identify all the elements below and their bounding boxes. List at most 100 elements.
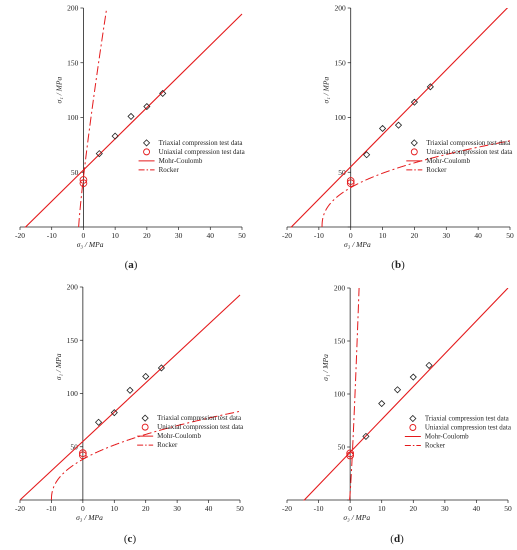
caption-letter: b <box>395 259 401 271</box>
mohr-coulomb-line <box>19 294 241 501</box>
x-tick-label: 20 <box>143 231 151 240</box>
triaxial-point <box>393 386 402 394</box>
legend-label: Triaxial compression test data <box>159 139 244 147</box>
caption-open: ( <box>124 533 128 545</box>
rocker-curve <box>50 410 241 500</box>
mohr-coulomb-line <box>290 8 509 228</box>
y-tick-label: 100 <box>67 389 79 398</box>
legend-label: Rocker <box>157 441 178 449</box>
legend-label: Rocker <box>159 166 180 174</box>
uniaxial-point <box>346 451 354 460</box>
x-axis-label: σ₃ / MPa <box>76 513 103 522</box>
y-axis-label: σ₁ / MPa <box>54 77 63 104</box>
caption-open: ( <box>390 533 394 545</box>
panel-caption: (b) <box>391 259 405 271</box>
x-tick-label: -20 <box>282 231 292 240</box>
x-tick-label: 10 <box>378 504 386 513</box>
legend-label: Uniaxial compression test data <box>157 423 244 431</box>
x-tick-label: -10 <box>46 504 56 513</box>
x-tick-label: 0 <box>82 231 86 240</box>
triaxial-point <box>157 364 165 372</box>
y-axis-label: σ₁ / MPa <box>322 77 331 104</box>
triaxial-point <box>378 399 386 408</box>
x-tick-label: 30 <box>441 504 449 513</box>
x-axis-label: σ₃ / MPa <box>77 240 104 249</box>
legend-label: Mohr-Coulomb <box>426 157 470 165</box>
x-tick-label: 40 <box>474 231 482 240</box>
mohr-coulomb-line <box>24 13 243 228</box>
x-tick-label: 40 <box>207 231 215 240</box>
chart-panel-d: -20 -10 0 10 20 30 40 50 50 100 150 200 σ₃ / MPa σ₁ /… <box>282 284 512 546</box>
rocker-curve <box>349 288 360 501</box>
triaxial-point <box>159 89 167 97</box>
x-tick-label: 50 <box>506 231 514 240</box>
uniaxial-point <box>346 177 355 185</box>
legend-label: Triaxial compression test data <box>425 415 510 423</box>
caption-letter: d <box>394 533 400 545</box>
x-tick-label: 30 <box>443 231 451 240</box>
legend-marker-triaxial <box>143 139 151 147</box>
caption-open: ( <box>391 259 395 271</box>
chart-panel-a: -20 -10 0 10 20 30 40 50 50 100 150 200 σ₃ / MPa σ₁ /… <box>15 4 246 272</box>
triaxial-point <box>409 373 417 381</box>
triaxial-point <box>426 83 434 91</box>
legend-marker-uniaxial <box>141 423 149 431</box>
y-tick-label: 200 <box>334 284 346 293</box>
legend-marker-uniaxial <box>410 148 418 156</box>
y-tick-label: 200 <box>334 4 346 13</box>
legend-marker-triaxial <box>141 414 149 422</box>
legend-label: Mohr-Coulomb <box>159 157 203 165</box>
legend-marker-triaxial <box>410 139 418 147</box>
y-tick-label: 50 <box>70 442 78 451</box>
triaxial-point <box>410 98 418 106</box>
triaxial-point <box>111 132 119 140</box>
uniaxial-point <box>79 451 87 460</box>
plot-area <box>19 294 241 501</box>
rocker-curve <box>321 140 511 227</box>
x-tick-label: 0 <box>81 504 85 513</box>
uniaxial-point <box>79 179 88 188</box>
chart-panel-c: -20 -10 0 10 20 30 40 50 50 100 150 200 σ₃ / MPa σ₁ /… <box>15 283 244 546</box>
x-axis-label: σ₃ / MPa <box>343 513 370 522</box>
x-tick-label: 40 <box>473 504 481 513</box>
chart-panel-b: -20 -10 0 10 20 30 40 50 50 100 150 200 σ₃ / MPa σ₁ /… <box>282 4 514 272</box>
y-tick-label: 150 <box>67 336 79 345</box>
x-tick-label: 10 <box>111 231 119 240</box>
triaxial-point <box>95 418 103 426</box>
legend-label: Uniaxial compression test data <box>425 424 512 432</box>
triaxial-point <box>363 151 371 159</box>
x-tick-label: 0 <box>348 504 352 513</box>
uniaxial-point <box>346 449 354 458</box>
panel-caption: (a) <box>125 259 138 271</box>
caption-letter: c <box>128 533 133 545</box>
x-tick-label: 50 <box>504 504 512 513</box>
legend-label: Triaxial compression test data <box>426 139 511 147</box>
uniaxial-point <box>346 179 355 188</box>
caption-close: ) <box>400 533 404 545</box>
x-tick-label: 30 <box>173 504 181 513</box>
y-tick-label: 50 <box>71 168 79 177</box>
y-axis-label: σ₁ / MPa <box>321 354 330 381</box>
x-tick-label: -20 <box>15 231 25 240</box>
x-tick-label: -10 <box>314 231 324 240</box>
mohr-coulomb-line <box>303 288 509 501</box>
y-tick-label: 150 <box>334 58 346 67</box>
triaxial-point <box>142 372 150 381</box>
rocker-curve <box>78 8 108 228</box>
y-axis-label: σ₁ / MPa <box>54 353 63 380</box>
legend-label: Mohr-Coulomb <box>425 433 469 441</box>
x-tick-label: -10 <box>47 231 57 240</box>
triaxial-point <box>143 102 151 111</box>
y-tick-label: 100 <box>67 113 79 122</box>
x-tick-label: 20 <box>410 504 418 513</box>
triaxial-point <box>126 386 134 394</box>
triaxial-point <box>379 124 387 133</box>
x-tick-label: 10 <box>379 231 387 240</box>
triaxial-point <box>425 361 433 369</box>
caption-open: ( <box>125 259 129 271</box>
